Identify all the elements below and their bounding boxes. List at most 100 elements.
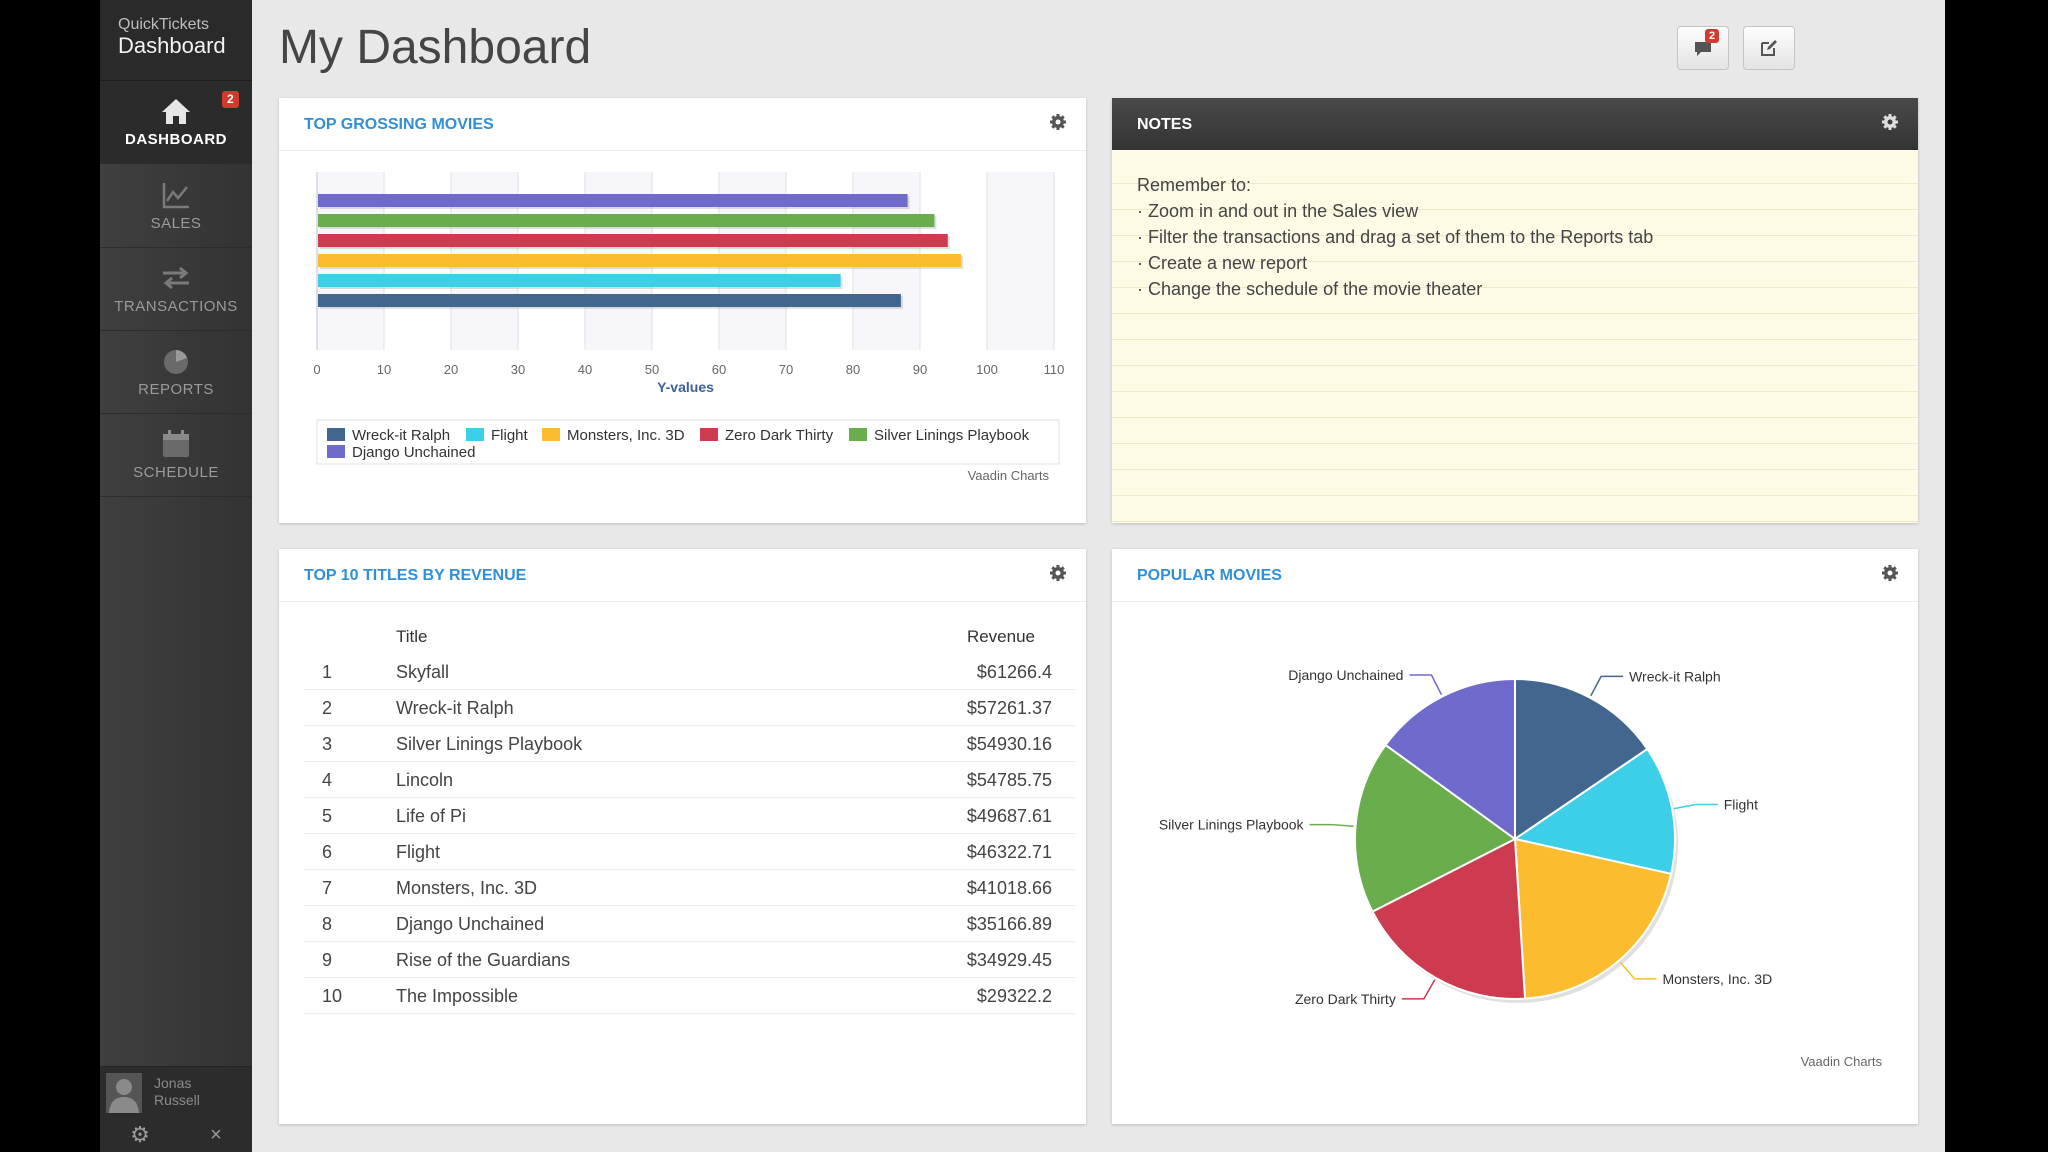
close-icon[interactable]: × bbox=[210, 1124, 222, 1146]
legend-item[interactable]: Django Unchained bbox=[327, 444, 475, 461]
legend-item[interactable]: Monsters, Inc. 3D bbox=[542, 427, 685, 444]
sidebar-item-label: SCHEDULE bbox=[133, 464, 219, 481]
legend-item[interactable]: Flight bbox=[466, 427, 529, 444]
note-line: · Change the schedule of the movie theat… bbox=[1137, 279, 1483, 299]
top-grossing-panel: TOP GROSSING MOVIES 0 10 20 30 40 50 60 70 80 90 1… bbox=[279, 98, 1086, 523]
title-cell: Life of Pi bbox=[396, 806, 467, 826]
top10-panel: TOP 10 TITLES BY REVENUE Title Revenue 1… bbox=[279, 549, 1086, 1124]
x-tick-label: 20 bbox=[444, 362, 458, 377]
legend-label: Silver Linings Playbook bbox=[874, 427, 1030, 444]
pie-slice-monsters-inc-3d[interactable] bbox=[1513, 837, 1673, 1000]
pie-connector bbox=[1309, 823, 1354, 828]
brand-large: Dashboard bbox=[118, 33, 226, 58]
sidebar-item-sales[interactable]: SALES bbox=[100, 165, 252, 248]
settings-gear-icon[interactable] bbox=[1048, 112, 1068, 132]
legend-item[interactable]: Zero Dark Thirty bbox=[700, 427, 834, 444]
sidebar-item-dashboard[interactable]: 2 DASHBOARD bbox=[100, 81, 252, 164]
pie-slice-django-unchained[interactable] bbox=[1384, 677, 1516, 841]
legend-swatch bbox=[327, 428, 345, 441]
sidebar-item-label: TRANSACTIONS bbox=[114, 298, 238, 315]
sidebar: QuickTickets Dashboard 2 DASHBOARD SALES… bbox=[100, 0, 252, 1152]
table-row[interactable]: 6 Flight $46322.71 bbox=[304, 833, 1076, 870]
x-tick-label: 10 bbox=[377, 362, 391, 377]
table-row[interactable]: 9 Rise of the Guardians $34929.45 bbox=[304, 941, 1076, 978]
sidebar-item-transactions[interactable]: TRANSACTIONS bbox=[100, 248, 252, 331]
rank-cell: 1 bbox=[322, 662, 333, 682]
sidebar-item-label: DASHBOARD bbox=[125, 131, 227, 148]
pie-label: Django Unchained bbox=[1288, 667, 1403, 683]
bar-zero-dark-thirty[interactable] bbox=[318, 234, 948, 247]
table-row[interactable]: 2 Wreck-it Ralph $57261.37 bbox=[304, 689, 1076, 726]
panel-title: NOTES bbox=[1137, 116, 1193, 133]
pie-label: Flight bbox=[1724, 797, 1758, 813]
transfer-arrows-icon bbox=[163, 266, 189, 290]
column-header-revenue[interactable]: Revenue bbox=[966, 627, 1035, 646]
popular-movies-pie-chart: Wreck-it Ralph Flight Monsters, Inc. 3D Zer… bbox=[1159, 667, 1772, 1007]
sidebar-item-schedule[interactable]: SCHEDULE bbox=[100, 414, 252, 497]
panel-header: POPULAR MOVIES bbox=[1112, 549, 1918, 602]
pie-label: Monsters, Inc. 3D bbox=[1662, 971, 1772, 987]
title-cell: Rise of the Guardians bbox=[396, 950, 571, 970]
legend-item[interactable]: Wreck-it Ralph bbox=[327, 427, 450, 444]
legend-label: Wreck-it Ralph bbox=[352, 427, 450, 444]
app-logo[interactable]: QuickTickets Dashboard bbox=[100, 0, 252, 81]
sidebar-item-reports[interactable]: REPORTS bbox=[100, 331, 252, 414]
title-cell: Lincoln bbox=[396, 770, 454, 790]
bar-silver-linings-playbook[interactable] bbox=[318, 214, 935, 227]
edit-button[interactable] bbox=[1743, 26, 1795, 70]
settings-gear-icon[interactable] bbox=[1880, 112, 1900, 132]
pie-connector bbox=[1590, 675, 1624, 697]
main-content: My Dashboard 2 TOP GROSSING MOVIES 0 10 20… bbox=[252, 0, 1945, 1152]
table-row[interactable]: 5 Life of Pi $49687.61 bbox=[304, 797, 1076, 834]
notes-textarea[interactable]: Remember to: · Zoom in and out in the Sa… bbox=[1112, 150, 1918, 523]
app-window: QuickTickets Dashboard 2 DASHBOARD SALES… bbox=[100, 0, 1945, 1152]
table-row[interactable]: 4 Lincoln $54785.75 bbox=[304, 761, 1076, 798]
dashboard-badge: 2 bbox=[222, 91, 239, 108]
bar-django-unchained[interactable] bbox=[318, 194, 908, 207]
title-cell: Skyfall bbox=[396, 662, 450, 682]
revenue-cell: $54785.75 bbox=[966, 770, 1052, 790]
table-row[interactable]: 7 Monsters, Inc. 3D $41018.66 bbox=[304, 869, 1076, 906]
rank-cell: 9 bbox=[322, 950, 333, 970]
legend-swatch bbox=[327, 445, 345, 458]
bar-wreck-it-ralph[interactable] bbox=[318, 294, 901, 307]
chart-credit[interactable]: Vaadin Charts bbox=[1800, 1054, 1882, 1069]
revenue-cell: $49687.61 bbox=[966, 806, 1052, 826]
pie-slice-wreck-it-ralph[interactable] bbox=[1514, 677, 1649, 841]
x-tick-label: 0 bbox=[313, 362, 320, 377]
table-row[interactable]: 3 Silver Linings Playbook $54930.16 bbox=[304, 725, 1076, 762]
table-row[interactable]: 10 The Impossible $29322.2 bbox=[304, 977, 1076, 1014]
title-cell: Silver Linings Playbook bbox=[396, 734, 583, 754]
chart-credit[interactable]: Vaadin Charts bbox=[967, 468, 1049, 483]
legend-label: Monsters, Inc. 3D bbox=[567, 427, 685, 444]
legend-item[interactable]: Silver Linings Playbook bbox=[849, 427, 1030, 444]
legend-label: Django Unchained bbox=[352, 444, 475, 461]
column-header-title[interactable]: Title bbox=[396, 627, 428, 646]
panel-title: TOP GROSSING MOVIES bbox=[304, 116, 494, 133]
pie-slice-silver-linings-playbook[interactable] bbox=[1354, 743, 1517, 913]
avatar[interactable] bbox=[106, 1073, 142, 1113]
settings-gear-icon[interactable] bbox=[1880, 563, 1900, 583]
rank-cell: 10 bbox=[322, 986, 343, 1006]
bar-monsters-inc-3d[interactable] bbox=[318, 254, 962, 267]
title-cell: Flight bbox=[396, 842, 441, 862]
pie-slice-zero-dark-thirty[interactable] bbox=[1371, 837, 1527, 1000]
pie-chart-icon bbox=[164, 350, 188, 374]
table-row[interactable]: 8 Django Unchained $35166.89 bbox=[304, 905, 1076, 942]
table-row[interactable]: 1 Skyfall $61266.4 bbox=[304, 653, 1076, 690]
x-tick-label: 80 bbox=[846, 362, 860, 377]
notifications-button[interactable]: 2 bbox=[1677, 26, 1729, 70]
legend-swatch bbox=[542, 428, 560, 441]
page-title: My Dashboard bbox=[279, 21, 592, 74]
pie-slice-flight[interactable] bbox=[1512, 747, 1676, 876]
top-grossing-bar-chart: 0 10 20 30 40 50 60 70 80 90 100 110 Y-values Wreck-i… bbox=[313, 172, 1064, 465]
legend-swatch bbox=[849, 428, 867, 441]
calendar-icon bbox=[163, 430, 189, 457]
bar-flight[interactable] bbox=[318, 274, 841, 287]
revenue-cell: $41018.66 bbox=[966, 878, 1052, 898]
note-line: · Create a new report bbox=[1137, 253, 1308, 273]
settings-gear-icon[interactable] bbox=[1048, 563, 1068, 583]
settings-gear-icon[interactable]: ⚙ bbox=[130, 1122, 150, 1147]
pie-connector bbox=[1409, 674, 1443, 695]
rank-cell: 6 bbox=[322, 842, 333, 862]
